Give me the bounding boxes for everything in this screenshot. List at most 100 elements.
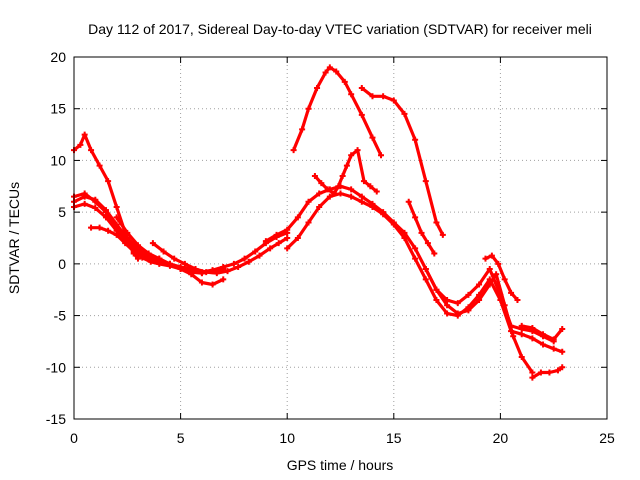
- data-point: [529, 335, 536, 342]
- data-point: [358, 111, 365, 118]
- chart-title: Day 112 of 2017, Sidereal Day-to-day VTE…: [88, 21, 592, 37]
- data-point: [124, 229, 131, 236]
- data-point: [412, 214, 419, 221]
- data-point: [241, 255, 248, 262]
- data-point: [311, 172, 318, 179]
- data-point: [147, 258, 154, 265]
- data-point: [439, 231, 446, 238]
- data-point: [81, 193, 88, 200]
- data-point: [235, 263, 242, 270]
- data-point: [335, 183, 342, 190]
- data-point: [537, 369, 544, 376]
- data-point: [294, 214, 301, 221]
- data-point: [113, 214, 120, 221]
- y-tick-labels: -15 -10 -5 0 5 10 15 20: [46, 49, 66, 427]
- data-point: [418, 229, 425, 236]
- data-point: [433, 297, 440, 304]
- data-point: [401, 235, 408, 241]
- data-point: [198, 279, 205, 286]
- data-point: [339, 172, 346, 179]
- data-point: [113, 221, 120, 228]
- data-point: [405, 198, 412, 205]
- data-point: [275, 240, 282, 247]
- data-point: [294, 235, 301, 241]
- y-tick-label: 20: [50, 49, 66, 65]
- data-point: [145, 250, 152, 257]
- data-point: [203, 269, 210, 276]
- series-sat-13-markers: [482, 252, 521, 304]
- data-point: [465, 291, 472, 298]
- data-point: [324, 186, 331, 193]
- data-point: [134, 247, 141, 254]
- y-tick-label: -10: [46, 359, 66, 375]
- data-point: [367, 183, 374, 190]
- data-point: [134, 255, 141, 262]
- data-point: [331, 190, 338, 197]
- data-point: [444, 302, 451, 309]
- data-point: [267, 245, 274, 252]
- data-point: [454, 310, 461, 317]
- data-point: [465, 307, 472, 314]
- data-point: [412, 136, 419, 143]
- data-point: [316, 190, 323, 197]
- data-point: [92, 205, 99, 212]
- data-point: [130, 248, 137, 255]
- data-point: [559, 364, 566, 371]
- data-point: [508, 289, 515, 296]
- series-sat-9-markers: [290, 64, 385, 159]
- data-point: [378, 152, 385, 159]
- data-point: [422, 178, 429, 185]
- data-point: [166, 260, 173, 267]
- y-axis-label: SDTVAR / TECUs: [6, 182, 22, 294]
- data-point: [96, 224, 103, 231]
- data-point: [209, 281, 216, 288]
- data-point: [550, 345, 557, 352]
- x-axis-label: GPS time / hours: [287, 457, 394, 473]
- data-point: [493, 271, 500, 278]
- data-point: [369, 134, 376, 141]
- x-tick-labels: 0 5 10 15 20 25: [70, 430, 615, 446]
- data-point: [96, 162, 103, 169]
- data-point: [433, 219, 440, 226]
- data-point: [559, 326, 566, 333]
- series-sat-5: [89, 226, 225, 275]
- data-point: [380, 93, 387, 100]
- x-tick-label: 10: [279, 430, 295, 446]
- data-point: [316, 203, 323, 210]
- data-point: [88, 224, 95, 231]
- data-point: [177, 264, 184, 271]
- data-point: [160, 248, 167, 255]
- series-sat-15-markers: [518, 322, 566, 343]
- series-layer: [71, 64, 566, 381]
- data-point: [318, 180, 325, 187]
- data-point: [482, 255, 489, 262]
- data-point: [373, 188, 380, 195]
- data-point: [554, 367, 561, 374]
- data-point: [454, 300, 461, 307]
- data-point: [326, 193, 333, 200]
- data-point: [369, 93, 376, 100]
- y-tick-label: -15: [46, 411, 66, 427]
- data-point: [156, 260, 163, 267]
- data-point: [102, 214, 109, 221]
- data-point: [401, 229, 408, 236]
- y-tick-label: 10: [50, 152, 66, 168]
- data-point: [424, 240, 431, 247]
- data-point: [213, 270, 220, 277]
- data-point: [540, 331, 547, 338]
- data-point: [518, 322, 525, 329]
- data-point: [284, 245, 291, 252]
- data-point: [284, 235, 291, 241]
- data-point: [156, 255, 163, 262]
- data-point: [546, 369, 553, 376]
- series-sat-12-markers: [422, 266, 536, 376]
- data-point: [529, 374, 536, 381]
- x-tick-label: 20: [493, 430, 509, 446]
- data-point: [81, 131, 88, 138]
- data-point: [284, 226, 291, 233]
- data-point: [181, 260, 188, 267]
- data-point: [343, 162, 350, 169]
- data-point: [354, 147, 361, 154]
- data-point: [422, 266, 429, 273]
- data-point: [559, 348, 566, 355]
